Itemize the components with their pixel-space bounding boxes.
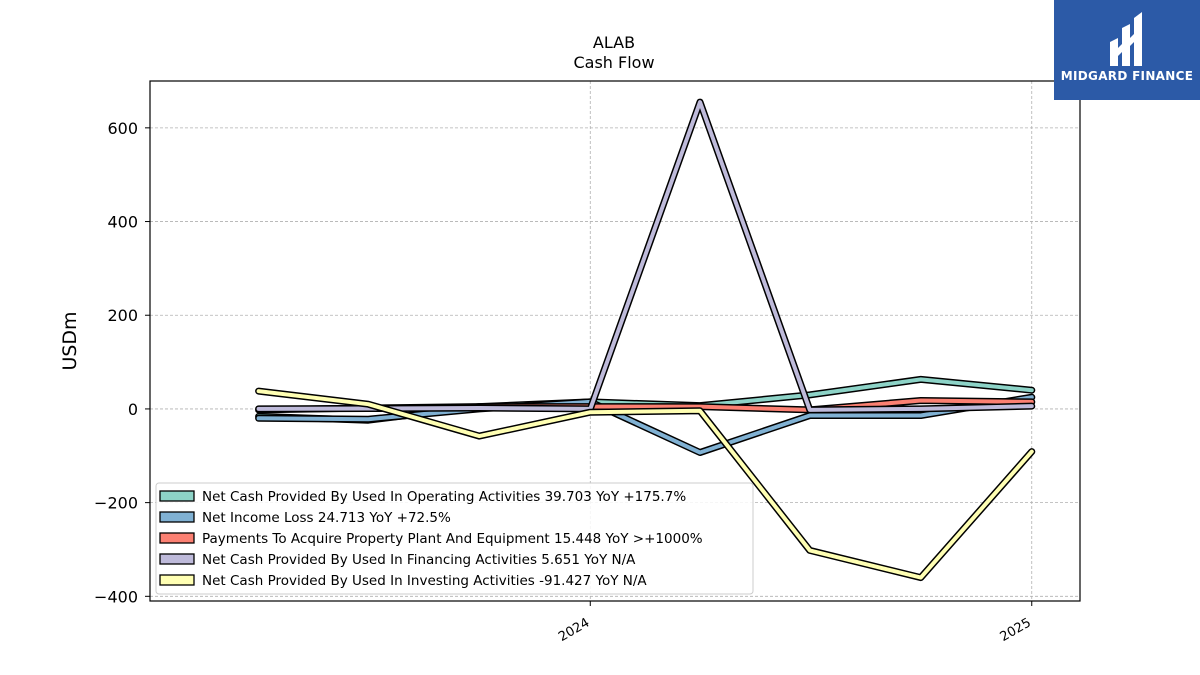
y-axis-label: USDm: [59, 311, 81, 370]
legend-label: Net Income Loss 24.713 YoY +72.5%: [202, 510, 451, 526]
legend: Net Cash Provided By Used In Operating A…: [155, 482, 754, 595]
series-line-5: [255, 387, 1036, 582]
legend-swatch: [159, 490, 195, 502]
series-line-2: [255, 393, 1036, 456]
legend-item: Net Cash Provided By Used In Financing A…: [159, 552, 636, 568]
legend-label: Payments To Acquire Property Plant And E…: [202, 531, 703, 547]
plot-area: [149, 80, 1081, 602]
brand-mark-icon: [1110, 12, 1142, 66]
legend-item: Payments To Acquire Property Plant And E…: [159, 531, 703, 547]
series-lines: [255, 98, 1036, 582]
series-line-stroke: [256, 395, 1034, 455]
y-tick-label: 400: [107, 213, 138, 232]
chart-title: ALAB: [593, 33, 635, 52]
legend-item: Net Cash Provided By Used In Operating A…: [159, 489, 686, 505]
legend-item: Net Income Loss 24.713 YoY +72.5%: [159, 510, 451, 526]
legend-swatch: [159, 553, 195, 565]
series-line-stroke: [256, 100, 1034, 412]
legend-item: Net Cash Provided By Used In Investing A…: [159, 573, 647, 589]
y-tick-label: −400: [94, 587, 138, 606]
y-tick-label: 200: [107, 306, 138, 325]
x-tick-label: 2024: [556, 615, 592, 645]
y-tick-label: −200: [94, 494, 138, 513]
legend-swatch: [159, 532, 195, 544]
chart-subtitle: Cash Flow: [573, 53, 654, 72]
x-axis: 2024 2025: [556, 601, 1034, 645]
y-axis: −400 −200 0 200 400 600: [94, 119, 150, 606]
legend-box: [155, 482, 754, 595]
series-line-stroke: [256, 389, 1034, 580]
legend-swatch: [159, 511, 195, 523]
series-line-4: [255, 98, 1036, 414]
brand-name: MIDGARD FINANCE: [1060, 69, 1194, 83]
y-tick-label: 600: [107, 119, 138, 138]
x-tick-label: 2025: [998, 615, 1034, 645]
legend-swatch: [159, 574, 195, 586]
legend-label: Net Cash Provided By Used In Operating A…: [202, 489, 686, 505]
y-tick-label: 0: [128, 400, 138, 419]
brand-logo: MIDGARD FINANCE: [1054, 0, 1200, 100]
legend-label: Net Cash Provided By Used In Investing A…: [202, 573, 647, 589]
legend-label: Net Cash Provided By Used In Financing A…: [202, 552, 636, 568]
